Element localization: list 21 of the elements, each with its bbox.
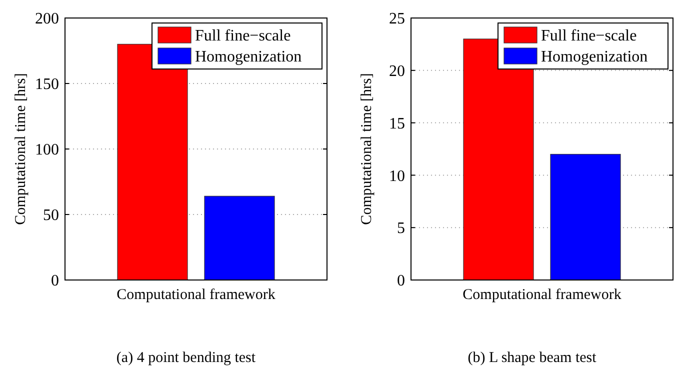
x-tick-label: Computational framework — [462, 287, 622, 303]
legend-label: Full fine−scale — [541, 28, 637, 45]
y-tick-label: 100 — [35, 142, 59, 159]
y-tick-label: 25 — [389, 10, 405, 28]
text: (a) 4 point bending test — [116, 350, 256, 366]
y-tick-label: 200 — [35, 10, 59, 28]
y-tick-label: 20 — [389, 63, 405, 80]
legend-label: Homogenization — [195, 48, 302, 66]
y-tick-label: 50 — [43, 207, 59, 224]
y-tick-label: 10 — [389, 168, 405, 185]
x-tick-label: Computational framework — [116, 287, 276, 303]
y-tick-label: 15 — [389, 115, 405, 132]
text: (b) L shape beam test — [468, 350, 598, 366]
y-tick-label: 0 — [51, 272, 59, 290]
y-tick-label: 150 — [35, 76, 59, 94]
y-axis-title: Computational time [hrs] — [359, 73, 375, 225]
legend-label: Full fine−scale — [195, 28, 291, 45]
y-axis-title: Computational time [hrs] — [13, 73, 29, 225]
y-tick-label: 5 — [397, 220, 405, 238]
legend-label: Homogenization — [541, 48, 648, 66]
y-tick-label: 0 — [397, 272, 405, 290]
